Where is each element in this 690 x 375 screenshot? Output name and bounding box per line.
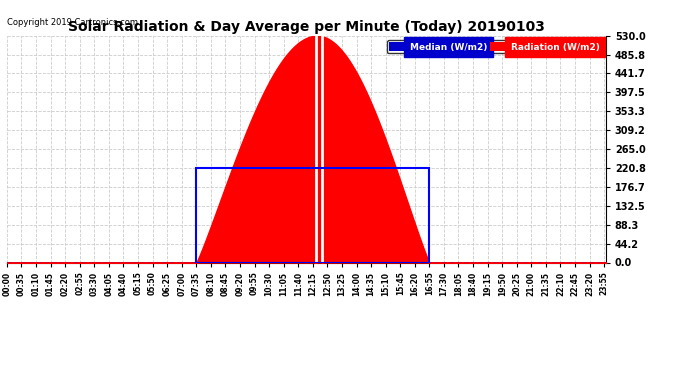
Legend: Median (W/m2), Radiation (W/m2): Median (W/m2), Radiation (W/m2) (387, 40, 601, 53)
Text: Copyright 2019 Cartronics.com: Copyright 2019 Cartronics.com (7, 18, 138, 27)
Title: Solar Radiation & Day Average per Minute (Today) 20190103: Solar Radiation & Day Average per Minute… (68, 21, 545, 34)
Bar (196, 168, 429, 262)
